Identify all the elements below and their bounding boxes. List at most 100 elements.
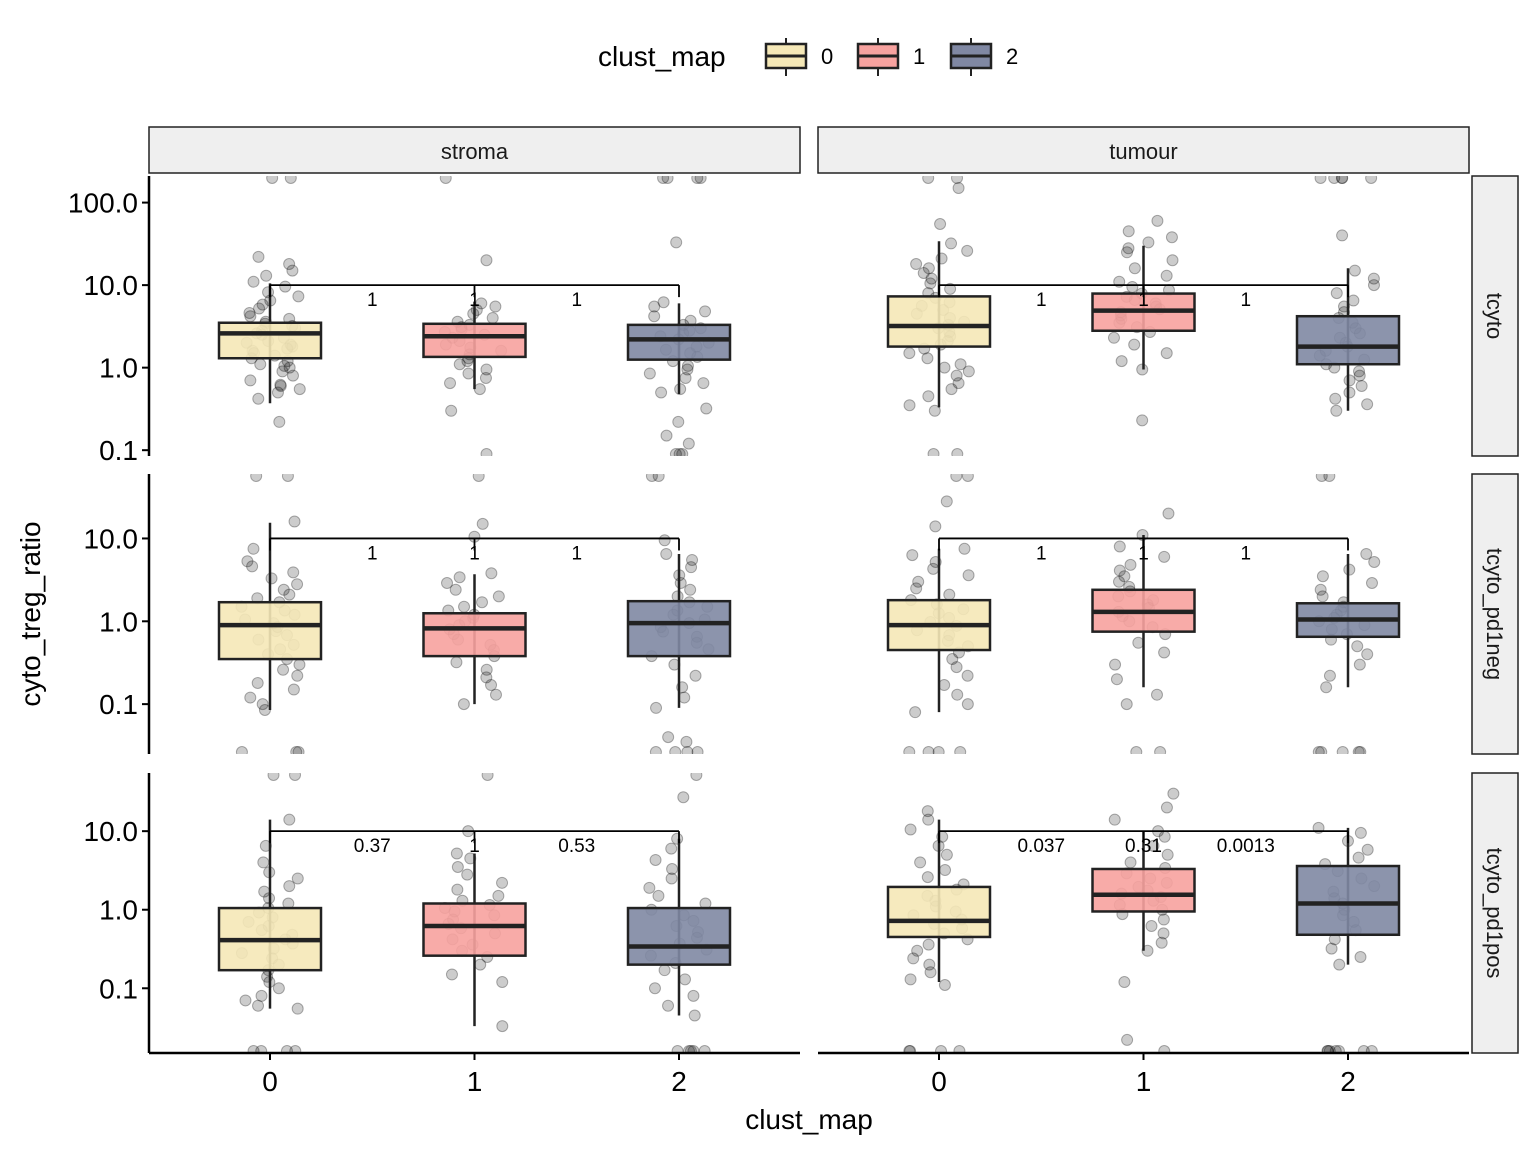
row-strip-label: tcyto_pd1pos <box>1482 848 1507 979</box>
data-point <box>1328 176 1341 184</box>
data-point <box>267 773 280 781</box>
data-point <box>951 448 964 456</box>
data-point <box>928 404 941 417</box>
data-point <box>283 880 296 893</box>
data-point <box>1141 944 1154 957</box>
data-point <box>1121 246 1134 259</box>
box <box>886 885 992 939</box>
data-point <box>283 813 296 826</box>
x-tick-label: 1 <box>467 1066 483 1097</box>
data-point <box>1145 920 1158 933</box>
data-point <box>1110 673 1123 686</box>
significance-bracket: 0.37 1 0.53 <box>269 830 680 857</box>
data-point <box>1158 550 1171 563</box>
data-point <box>445 968 458 981</box>
y-tick-label: 100.0 <box>68 188 138 219</box>
data-point <box>281 474 294 482</box>
legend-label-0: 0 <box>821 44 833 69</box>
data-point <box>1109 658 1122 671</box>
data-point <box>914 856 927 869</box>
box <box>217 321 323 360</box>
box-cluster-2 <box>1295 553 1401 688</box>
data-point <box>657 296 670 309</box>
data-point <box>458 600 471 613</box>
data-point <box>1158 1045 1171 1053</box>
data-point <box>289 1045 302 1053</box>
data-point <box>1113 575 1126 588</box>
data-point <box>671 1045 684 1053</box>
legend-label-1: 1 <box>913 44 925 69</box>
data-point <box>1142 236 1155 249</box>
data-point <box>678 691 691 704</box>
data-point <box>441 576 454 589</box>
data-point <box>938 679 951 692</box>
data-point <box>1353 369 1366 382</box>
significance-bracket: 1 1 1 <box>269 284 680 311</box>
p-value-label: 0.037 <box>1017 836 1065 857</box>
data-point <box>291 872 304 885</box>
legend-title: clust_map <box>598 41 726 72</box>
data-point <box>492 590 505 603</box>
data-point <box>684 583 697 596</box>
data-point <box>958 542 971 555</box>
data-point <box>1348 264 1361 277</box>
data-point <box>243 306 256 319</box>
data-point <box>485 679 498 692</box>
data-point <box>283 361 296 374</box>
box <box>886 295 992 348</box>
data-point <box>252 999 265 1012</box>
data-point <box>650 701 663 714</box>
data-point <box>293 383 306 396</box>
data-point <box>273 415 286 428</box>
data-point <box>451 860 464 873</box>
data-point <box>686 553 699 566</box>
data-point <box>944 282 957 295</box>
data-point <box>287 566 300 579</box>
data-point <box>1355 379 1368 392</box>
data-point <box>691 176 704 184</box>
data-point <box>643 367 656 380</box>
p-value-label: 0.53 <box>558 836 595 857</box>
box <box>626 599 732 658</box>
data-point <box>1360 547 1373 560</box>
data-point <box>475 297 488 310</box>
legend: clust_map 0 1 2 <box>598 38 1018 76</box>
p-value-label: 1 <box>469 543 480 564</box>
box-cluster-1 <box>1091 535 1196 688</box>
data-point <box>952 182 965 195</box>
data-point <box>961 698 974 711</box>
data-point <box>945 237 958 250</box>
legend-key-0 <box>764 38 808 76</box>
data-point <box>649 746 662 754</box>
data-point <box>1147 839 1160 852</box>
data-point <box>681 746 694 754</box>
data-point <box>1323 669 1336 682</box>
data-point <box>479 371 492 384</box>
data-point <box>911 944 924 957</box>
data-point <box>1351 640 1364 653</box>
data-point <box>283 588 296 601</box>
data-point <box>657 176 670 184</box>
data-point <box>247 1045 260 1053</box>
data-point <box>924 277 937 290</box>
data-point <box>250 474 263 482</box>
data-point <box>1120 698 1133 711</box>
data-point <box>922 938 935 951</box>
box <box>1295 314 1401 366</box>
data-point <box>244 374 257 387</box>
data-point <box>652 474 665 482</box>
box-cluster-2 <box>1295 268 1401 411</box>
data-point <box>648 982 661 995</box>
data-point <box>462 367 475 380</box>
y-tick-label: 1.0 <box>99 895 138 926</box>
data-point <box>945 383 958 396</box>
data-point <box>1361 648 1374 661</box>
data-point <box>1321 1045 1334 1053</box>
data-point <box>1118 976 1131 989</box>
p-value-label: 0.31 <box>1125 836 1162 857</box>
data-point <box>461 868 474 881</box>
data-point <box>1151 214 1164 227</box>
row-strip-tcyto: tcyto <box>1471 175 1519 457</box>
data-point <box>922 813 935 826</box>
